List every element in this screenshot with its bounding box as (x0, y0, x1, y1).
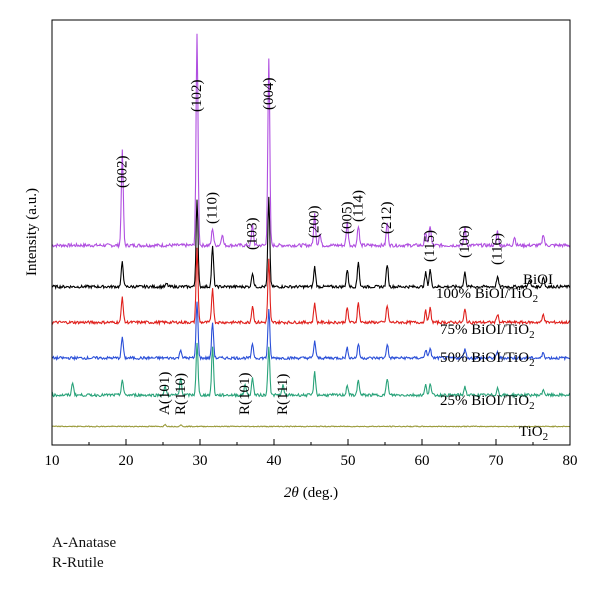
series-line-4 (51, 342, 571, 399)
series-line-5 (51, 423, 571, 428)
tick-layer: 10 20 30 40 50 60 70 80 (45, 439, 578, 469)
series-line-2 (51, 247, 571, 326)
series-line-1 (51, 196, 571, 290)
series-label-1: 100% BiOI/TiO2 (436, 286, 538, 305)
series-label-0: BiOI (523, 272, 553, 288)
peak-label-14: R(101) (237, 373, 253, 416)
note-anatase: A-Anatase (52, 535, 117, 551)
x-tick-label-3: 40 (267, 453, 282, 469)
peak-label-13: R(110) (173, 373, 189, 415)
peak-label-11: (116) (490, 233, 506, 265)
peak-label-2: (110) (205, 192, 221, 224)
x-tick-label-1: 20 (119, 453, 134, 469)
series-label-5: TiO2 (519, 424, 548, 443)
x-axis-label: 2θ (deg.) (284, 485, 338, 501)
peak-label-0: (002) (114, 156, 130, 189)
peak-label-3: (004) (261, 78, 277, 111)
note-rutile: R-Rutile (52, 555, 104, 571)
peak-label-7: (114) (350, 190, 366, 222)
series-layer (51, 33, 571, 428)
x-axis-unit: (deg.) (303, 485, 338, 501)
y-axis-label: Intensity (a.u.) (24, 188, 40, 276)
peak-label-6: (005) (339, 202, 355, 235)
x-tick-label-5: 60 (415, 453, 430, 469)
peak-label-4: (103) (245, 218, 261, 251)
series-line-0 (51, 33, 571, 250)
series-label-2: 75% BiOI/TiO2 (440, 322, 535, 341)
label-layer: (002) (102) (110) (004) (103) (200) (005)(114)… (114, 78, 553, 444)
series-line-3 (51, 301, 571, 362)
x-tick-label-0: 10 (45, 453, 60, 469)
peak-label-5: (200) (307, 206, 323, 239)
peak-label-15: R(111) (275, 374, 291, 415)
peak-label-12: A(101) (157, 372, 173, 415)
x-tick-label-7: 80 (563, 453, 578, 469)
peak-label-1: (102) (189, 80, 205, 113)
series-label-3: 50% BiOI/TiO2 (440, 350, 535, 369)
x-tick-label-4: 50 (341, 453, 356, 469)
x-tick-label-2: 30 (193, 453, 208, 469)
x-tick-label-6: 70 (489, 453, 504, 469)
x-axis-symbol: 2θ (284, 485, 300, 501)
peak-label-8: (212) (379, 202, 395, 235)
peak-label-10: (106) (457, 226, 473, 259)
series-label-4: 25% BiOI/TiO2 (440, 393, 535, 412)
peak-label-9: (115) (422, 230, 438, 262)
